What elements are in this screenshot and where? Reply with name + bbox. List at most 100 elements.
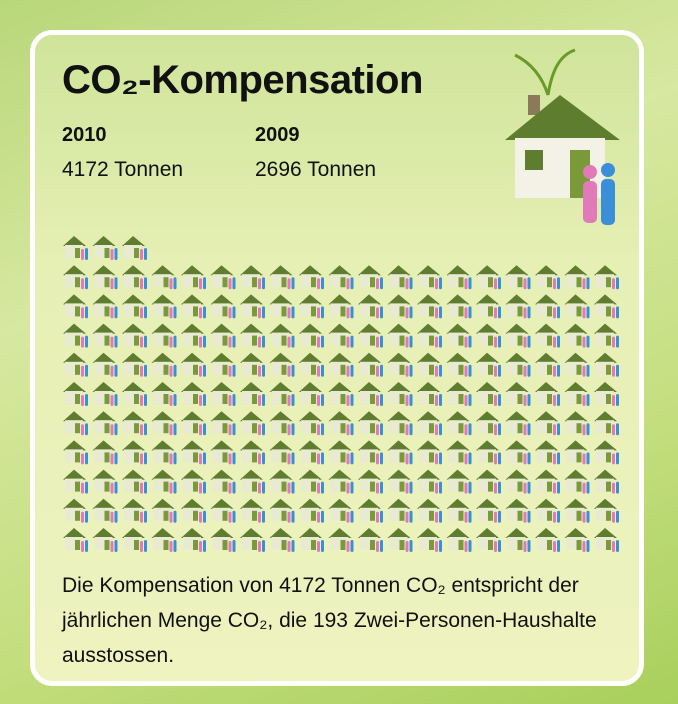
roof [122,265,145,275]
door [223,394,228,404]
person [469,336,472,348]
household-icon [152,382,177,406]
roof [358,294,381,304]
roof [358,499,381,509]
person [410,540,413,552]
person [583,424,586,435]
roof [388,294,411,304]
person [351,452,354,464]
wall [124,303,142,316]
wall [596,333,614,346]
door [193,306,198,316]
wall [124,362,142,375]
person [81,453,84,464]
wall [183,274,201,287]
person [229,366,232,377]
roof [211,353,234,363]
wall [537,449,555,462]
door [370,482,375,492]
household-icon [240,411,265,435]
person [616,394,619,406]
wall [272,537,290,550]
wall [508,479,526,492]
household-icon [329,440,354,464]
wall [242,362,260,375]
door [547,540,552,550]
roof [388,265,411,275]
person [351,336,354,348]
roof [93,528,116,538]
household-icon [122,353,147,377]
household-icon [299,353,324,377]
door [577,365,582,375]
person [498,336,501,348]
door [606,423,611,433]
household-icon [594,528,619,552]
wall [154,479,172,492]
person [524,337,527,348]
roof [417,382,440,392]
household-icon [270,440,295,464]
person [81,541,84,552]
wall [508,449,526,462]
household-icon [388,294,413,318]
wall [508,303,526,316]
household-icon [270,265,295,289]
household-icon [181,353,206,377]
household-icon [594,382,619,406]
person [203,540,206,552]
person [115,365,118,377]
roof [476,528,499,538]
person [262,336,265,348]
door [341,482,346,492]
roof [594,324,617,334]
person [85,540,88,552]
door [606,394,611,404]
person [435,395,438,406]
person [376,512,379,523]
roof [594,499,617,509]
household-icon [358,528,383,552]
person [140,307,143,318]
person [380,277,383,289]
roof [181,411,204,421]
wall [537,303,555,316]
person [170,366,173,377]
door [577,511,582,521]
person [435,424,438,435]
person [469,452,472,464]
door [75,540,80,550]
wall [567,449,585,462]
person [85,452,88,464]
door [459,511,464,521]
household-icon [270,294,295,318]
wall [537,420,555,433]
household-icon [535,411,560,435]
household-icon [476,324,501,348]
person [262,540,265,552]
roof [388,499,411,509]
person [233,511,236,523]
roof [417,265,440,275]
roof [122,470,145,480]
household-icon [63,265,88,289]
person [347,278,350,289]
door [311,394,316,404]
house-illustration [505,50,620,225]
person [553,541,556,552]
wall [301,274,319,287]
person [410,394,413,406]
household-icon [506,411,531,435]
wall [567,362,585,375]
person [233,277,236,289]
roof [535,382,558,392]
door [223,540,228,550]
household-icon [565,470,590,494]
person [199,337,202,348]
wall [65,333,83,346]
wall [449,449,467,462]
wall [124,537,142,550]
person [410,482,413,494]
roof [594,353,617,363]
person [81,278,84,289]
